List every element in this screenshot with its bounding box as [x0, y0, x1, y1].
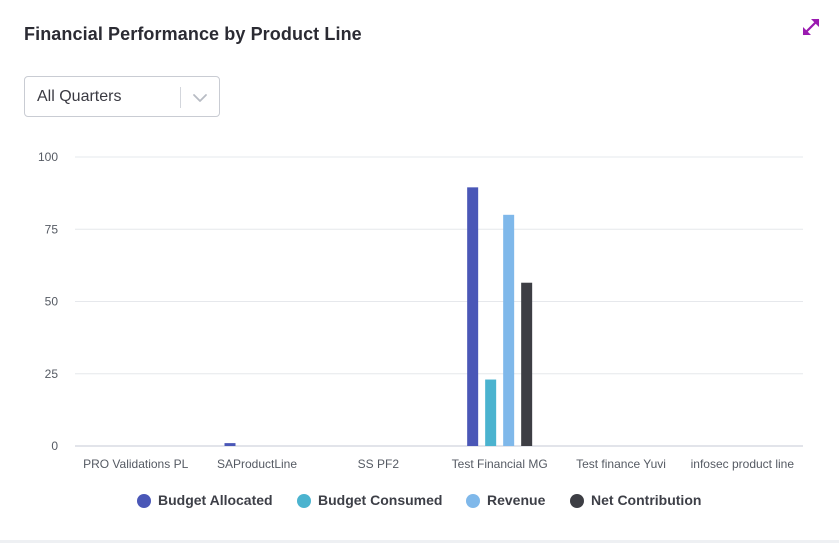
bar-chart: 0 25 50 75 100 PRO Validations PL SAProductLi… — [38, 150, 803, 471]
legend-label: Budget Allocated — [158, 492, 273, 508]
legend-marker — [570, 494, 584, 508]
chart-legend: Budget Allocated Budget Consumed Revenue Ne… — [0, 490, 839, 514]
card-bottom-border — [0, 540, 839, 543]
expand-icon[interactable] — [800, 16, 822, 38]
y-tick-label: 25 — [45, 367, 59, 381]
x-tick-label: SAProductLine — [217, 457, 297, 471]
x-axis-ticks: PRO Validations PL SAProductLine SS PF2 Tes… — [83, 457, 794, 471]
x-tick-label: Test Financial MG — [452, 457, 548, 471]
legend-label: Net Contribution — [591, 492, 702, 508]
x-tick-label: SS PF2 — [358, 457, 400, 471]
x-tick-label: PRO Validations PL — [83, 457, 188, 471]
bar[interactable] — [224, 443, 236, 446]
legend-marker — [466, 494, 480, 508]
chevron-down-icon[interactable] — [191, 89, 209, 107]
y-tick-label: 100 — [38, 150, 58, 164]
bar[interactable] — [485, 379, 497, 446]
bar[interactable] — [467, 187, 479, 446]
chart-gridlines — [75, 156, 803, 447]
chart-bars — [224, 187, 533, 446]
legend-marker — [137, 494, 151, 508]
y-tick-label: 50 — [45, 295, 59, 309]
select-separator — [180, 87, 181, 108]
legend-marker — [297, 494, 311, 508]
y-axis-ticks: 0 25 50 75 100 — [38, 150, 58, 453]
quarter-select-value: All Quarters — [37, 88, 122, 105]
y-tick-label: 0 — [51, 439, 58, 453]
y-tick-label: 75 — [45, 222, 59, 236]
quarter-select[interactable]: All Quarters — [24, 76, 220, 117]
legend-label: Budget Consumed — [318, 492, 443, 508]
x-tick-label: Test finance Yuvi — [576, 457, 666, 471]
legend-label: Revenue — [487, 492, 546, 508]
chart-title: Financial Performance by Product Line — [24, 24, 362, 44]
bar[interactable] — [503, 214, 515, 446]
bar[interactable] — [521, 282, 533, 446]
x-tick-label: infosec product line — [691, 457, 795, 471]
